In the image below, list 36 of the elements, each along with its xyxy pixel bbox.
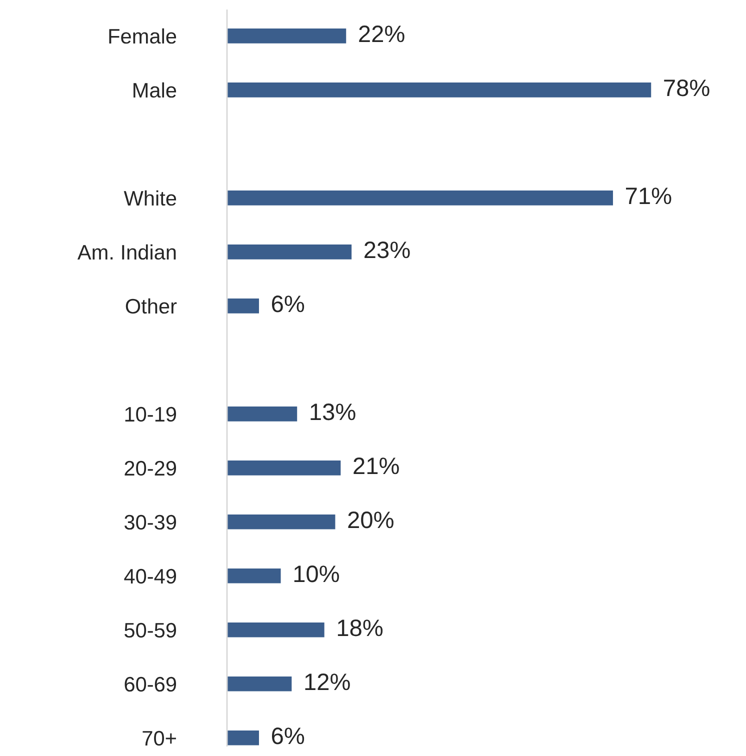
data-label: 12% [305, 674, 350, 690]
bar [227, 81, 652, 99]
bar [227, 27, 348, 45]
data-label: 23% [364, 242, 410, 258]
bar [227, 405, 298, 423]
y-tick-label: Am. Indian [77, 244, 176, 260]
bar [227, 675, 294, 693]
y-tick-label: 70+ [142, 730, 176, 746]
y-tick-label: Female [109, 28, 176, 44]
y-tick-label: 40-49 [124, 568, 176, 584]
bar [227, 243, 353, 261]
bar [227, 459, 342, 477]
y-tick-label: 20-29 [124, 460, 176, 476]
data-label: 13% [310, 404, 356, 420]
y-tick-label: 50-59 [124, 622, 176, 638]
data-label: 21% [354, 458, 399, 474]
data-label: 6% [272, 296, 304, 312]
data-label: 6% [272, 728, 304, 744]
y-tick-label: Other [126, 298, 177, 314]
y-tick-label: White [124, 190, 176, 206]
data-label: 78% [664, 80, 710, 96]
data-label: 22% [359, 26, 404, 42]
y-tick-label: Male [134, 82, 176, 98]
bar [227, 513, 337, 531]
data-label: 10% [294, 566, 339, 582]
data-label: 71% [626, 188, 672, 204]
bar [227, 729, 260, 746]
y-tick-label: 30-39 [124, 514, 176, 530]
y-tick-label: 10-19 [125, 406, 176, 422]
data-label: 20% [348, 512, 394, 528]
bar [227, 189, 614, 207]
bar [227, 621, 326, 639]
bar [227, 297, 260, 315]
data-label: 18% [338, 620, 383, 636]
y-tick-label: 60-69 [124, 676, 176, 692]
bar [227, 567, 282, 585]
